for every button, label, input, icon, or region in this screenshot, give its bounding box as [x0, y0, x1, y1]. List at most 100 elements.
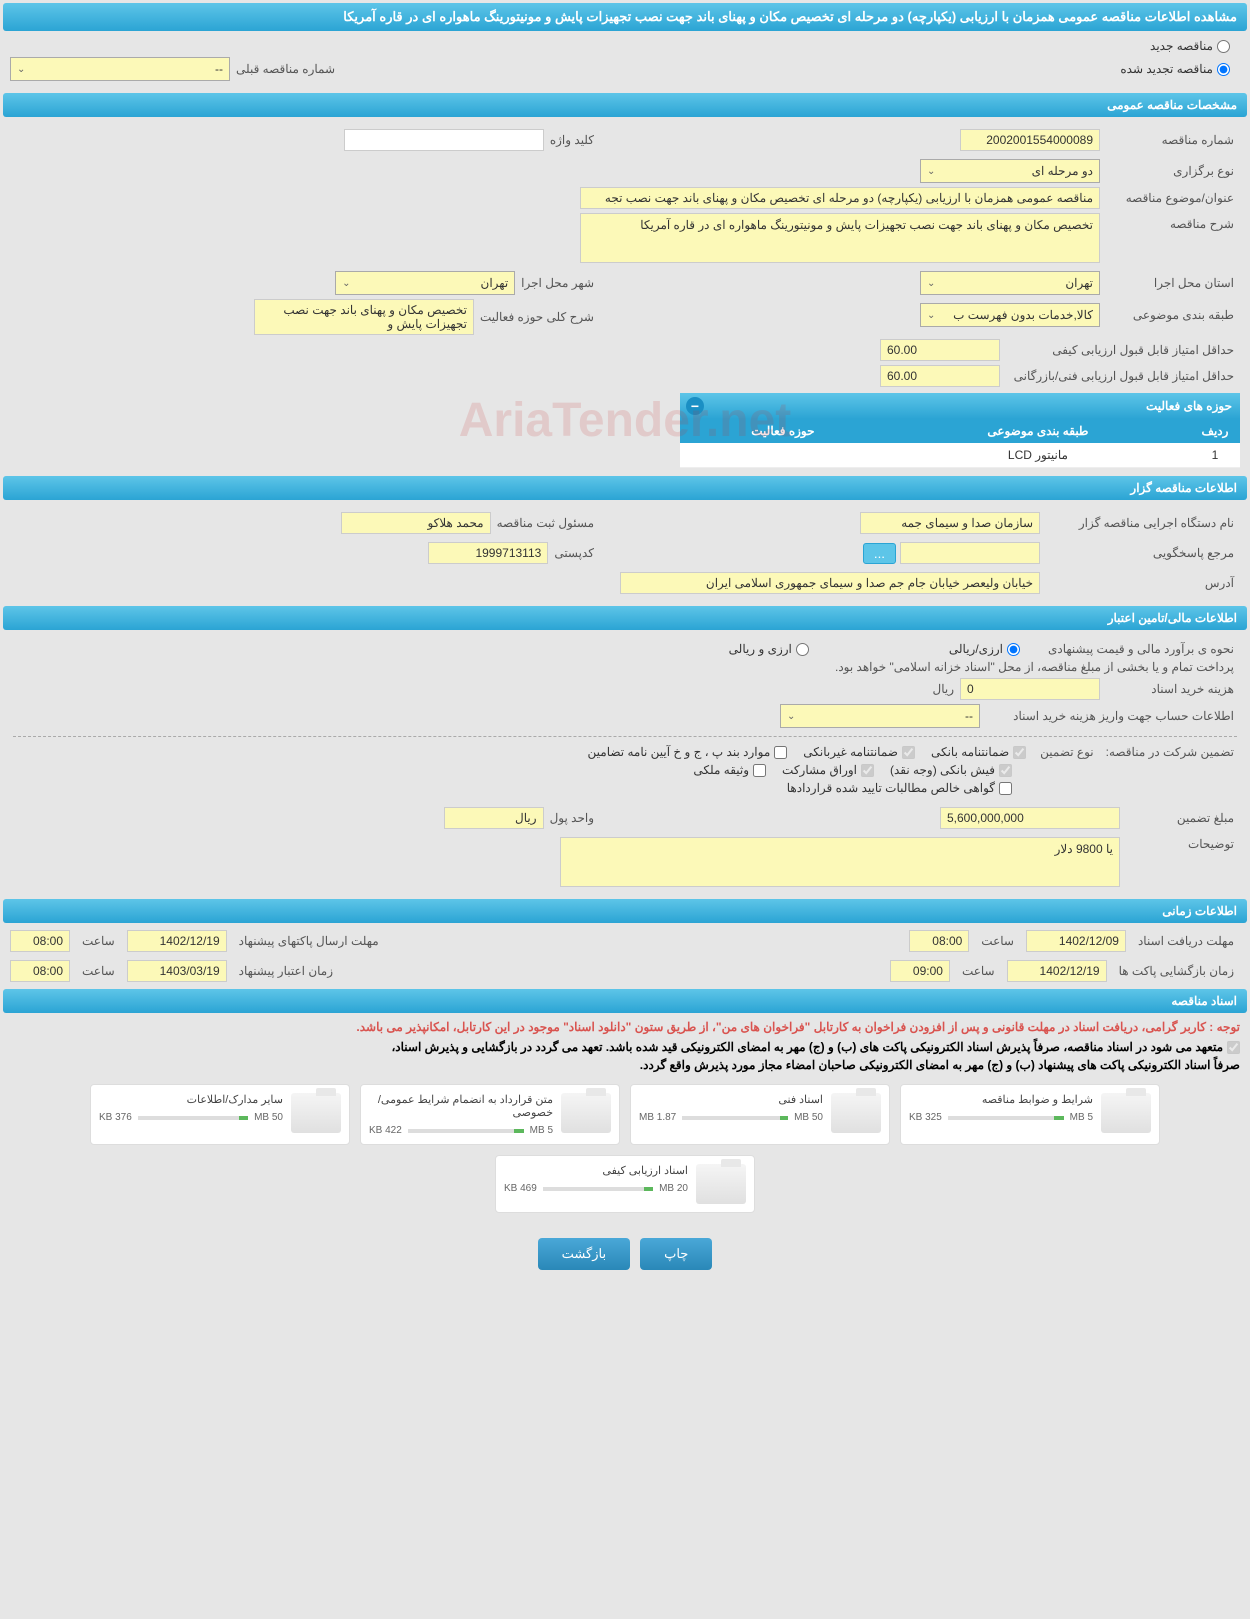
radio-renewed-tender[interactable]: مناقصه تجدید شده [1120, 62, 1230, 76]
min-quality-field: 60.00 [880, 339, 1000, 361]
doc-total: 50 MB [254, 1112, 283, 1123]
province-select[interactable]: تهران ⌄ [920, 271, 1100, 295]
category-label: طبقه بندی موضوعی [1100, 308, 1240, 322]
receive-deadline-field: 1402/12/09 [1026, 930, 1126, 952]
documents-warning: توجه : کاربر گرامی، دریافت اسناد در مهلت… [0, 1016, 1250, 1038]
document-card[interactable]: اسناد ارزیابی کیفی20 MB469 KB [495, 1155, 755, 1213]
subject-label: عنوان/موضوع مناقصه [1100, 191, 1240, 205]
folder-icon [291, 1093, 341, 1133]
document-card[interactable]: شرایط و ضوابط مناقصه5 MB325 KB [900, 1084, 1160, 1145]
keyword-label: کلید واژه [544, 133, 600, 147]
chk-cash-input[interactable] [999, 764, 1012, 777]
radio-new-tender-input[interactable] [1217, 40, 1230, 53]
prev-number-select[interactable]: -- ⌄ [10, 57, 230, 81]
validity-time-label: ساعت [76, 964, 121, 978]
payment-note: پرداخت تمام و یا بخشی از مبلغ مناقصه، از… [829, 660, 1240, 674]
commitment-checkbox[interactable] [1227, 1041, 1240, 1054]
activity-table-title: حوزه های فعالیت [1146, 399, 1232, 413]
send-deadline-label: مهلت ارسال پاکتهای پیشنهاد [233, 934, 385, 948]
folder-icon [561, 1093, 611, 1133]
city-select[interactable]: تهران ⌄ [335, 271, 515, 295]
back-button[interactable]: بازگشت [538, 1238, 630, 1270]
folder-icon [1101, 1093, 1151, 1133]
chevron-down-icon: ⌄ [927, 166, 935, 177]
col-activity: حوزه فعالیت [680, 419, 886, 443]
chk-bank-label: ضمانتنامه بانکی [931, 745, 1009, 759]
chk-receivables[interactable]: گواهی خالص مطالبات تایید شده قراردادها [787, 781, 1012, 795]
currency-label: ریال [926, 682, 960, 696]
doc-total: 50 MB [794, 1112, 823, 1123]
documents-note1: متعهد می شود در اسناد مناقصه، صرفاً پذیر… [391, 1040, 1223, 1054]
radio-new-tender[interactable]: مناقصه جدید [1150, 39, 1230, 53]
radio-renewed-tender-input[interactable] [1217, 63, 1230, 76]
page-title: مشاهده اطلاعات مناقصه عمومی همزمان با ار… [3, 3, 1247, 31]
radio-both[interactable]: ارزی و ریالی [729, 642, 809, 656]
folder-icon [696, 1164, 746, 1204]
prev-number-label: شماره مناقصه قبلی [230, 62, 341, 76]
chk-bonds-input[interactable] [861, 764, 874, 777]
send-deadline-field: 1402/12/19 [127, 930, 227, 952]
radio-rial-input[interactable] [1007, 643, 1020, 656]
address-label: آدرس [1040, 576, 1240, 590]
chk-property-input[interactable] [753, 764, 766, 777]
col-row: ردیف [1190, 419, 1240, 443]
desc-field: تخصیص مکان و پهنای باند جهت نصب تجهیزات … [580, 213, 1100, 263]
category-value: کالا,خدمات بدون فهرست ب [953, 308, 1093, 322]
unit-field: ریال [444, 807, 544, 829]
activity-desc-field: تخصیص مکان و پهنای باند جهت نصب تجهیزات … [254, 299, 474, 335]
receive-time-label: ساعت [975, 934, 1020, 948]
open-date-field: 1402/12/19 [1007, 960, 1107, 982]
chk-receivables-label: گواهی خالص مطالبات تایید شده قراردادها [787, 781, 995, 795]
chk-bank-input[interactable] [1013, 746, 1026, 759]
folder-icon [831, 1093, 881, 1133]
chk-items-input[interactable] [774, 746, 787, 759]
print-button[interactable]: چاپ [640, 1238, 712, 1270]
prev-number-value: -- [215, 62, 223, 76]
type-label: نوع برگزاری [1100, 164, 1240, 178]
col-category: طبقه بندی موضوعی [886, 419, 1190, 443]
collapse-button[interactable]: − [686, 397, 704, 415]
chk-items[interactable]: موارد بند پ ، ج و خ آیین نامه تضامین [588, 745, 788, 759]
address-field: خیابان ولیعصر خیابان جام جم صدا و سیمای … [620, 572, 1040, 594]
account-select[interactable]: -- ⌄ [780, 704, 980, 728]
table-row: 1مانیتور LCD [680, 443, 1240, 468]
org-label: نام دستگاه اجرایی مناقصه گزار [1040, 516, 1240, 530]
category-select[interactable]: کالا,خدمات بدون فهرست ب ⌄ [920, 303, 1100, 327]
guarantee-type-label: نوع تضمین [1034, 745, 1099, 759]
chk-cash[interactable]: فیش بانکی (وجه نقد) [890, 763, 1012, 777]
document-card[interactable]: سایر مدارک/اطلاعات50 MB376 KB [90, 1084, 350, 1145]
activity-desc-label: شرح کلی حوزه فعالیت [474, 310, 600, 324]
keyword-field[interactable] [344, 129, 544, 151]
activity-table: حوزه های فعالیت − ردیف طبقه بندی موضوعی … [680, 393, 1240, 468]
radio-renewed-tender-label: مناقصه تجدید شده [1120, 62, 1213, 76]
amount-label: مبلغ تضمین [1120, 811, 1240, 825]
doc-progress [408, 1129, 524, 1133]
desc-label: شرح مناقصه [1100, 213, 1240, 231]
chk-nonbank[interactable]: ضمانتنامه غیربانکی [803, 745, 915, 759]
chk-nonbank-input[interactable] [902, 746, 915, 759]
radio-both-input[interactable] [796, 643, 809, 656]
document-card[interactable]: اسناد فنی50 MB1.87 MB [630, 1084, 890, 1145]
section-documents: اسناد مناقصه [3, 989, 1247, 1013]
open-time-field: 09:00 [890, 960, 950, 982]
type-select[interactable]: دو مرحله ای ⌄ [920, 159, 1100, 183]
chk-property[interactable]: وثیقه ملکی [693, 763, 766, 777]
chevron-down-icon: ⌄ [787, 711, 795, 722]
chk-bonds[interactable]: اوراق مشارکت [782, 763, 874, 777]
section-timing: اطلاعات زمانی [3, 899, 1247, 923]
unit-label: واحد پول [544, 811, 600, 825]
doc-progress [682, 1116, 788, 1120]
tender-number-label: شماره مناقصه [1100, 133, 1240, 147]
account-label: اطلاعات حساب جهت واریز هزینه خرید اسناد [980, 709, 1240, 723]
document-card[interactable]: متن قرارداد به انضمام شرایط عمومی/خصوصی5… [360, 1084, 620, 1145]
section-financial: اطلاعات مالی/تامین اعتبار [3, 606, 1247, 630]
doc-used: 376 KB [99, 1112, 132, 1123]
chk-receivables-input[interactable] [999, 782, 1012, 795]
radio-rial[interactable]: ارزی/ریالی [949, 642, 1020, 656]
ref-button[interactable]: ... [863, 543, 896, 564]
chk-bank[interactable]: ضمانتنامه بانکی [931, 745, 1026, 759]
min-quality-label: حداقل امتیاز قابل قبول ارزیابی کیفی [1000, 343, 1240, 357]
doc-title: متن قرارداد به انضمام شرایط عمومی/خصوصی [369, 1093, 553, 1119]
org-field: سازمان صدا و سیمای جمه [860, 512, 1040, 534]
min-tech-field: 60.00 [880, 365, 1000, 387]
